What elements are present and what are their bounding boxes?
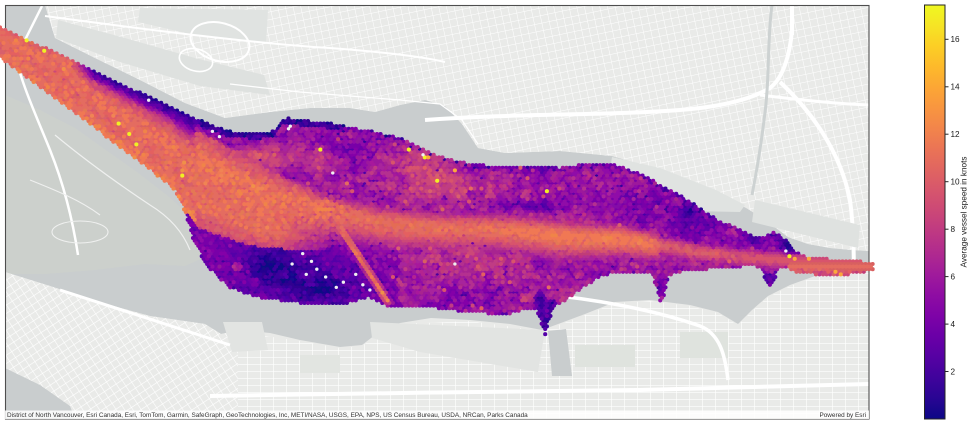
svg-text:12: 12 [951,130,961,139]
svg-text:Powered by Esri: Powered by Esri [819,412,866,419]
svg-text:14: 14 [951,83,961,92]
svg-text:2: 2 [951,367,956,376]
svg-text:6: 6 [951,272,956,281]
svg-text:16: 16 [951,35,961,44]
svg-text:4: 4 [951,320,956,329]
svg-text:10: 10 [951,178,961,187]
svg-text:Average vessel speed in knots: Average vessel speed in knots [960,157,969,268]
svg-text:District of North Vancouver, E: District of North Vancouver, Esri Canada… [7,412,528,419]
svg-text:8: 8 [951,225,956,234]
